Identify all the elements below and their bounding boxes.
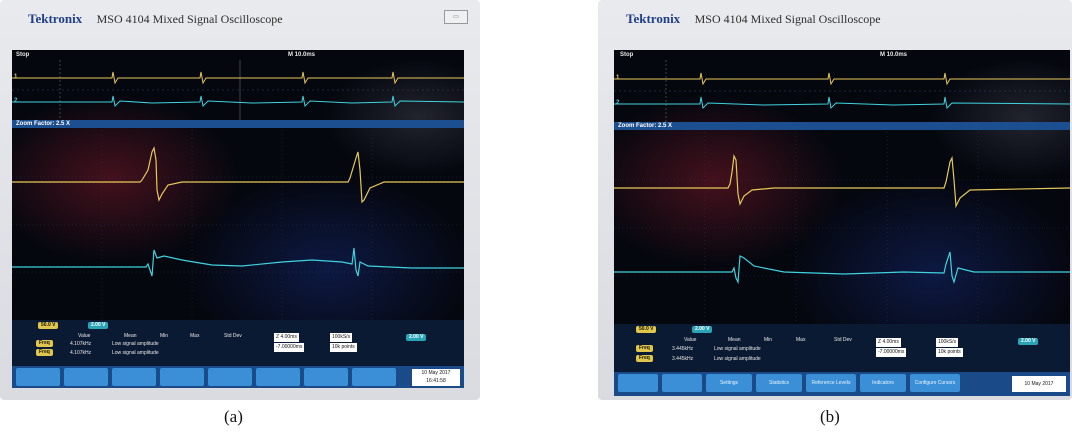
caption-a: (a) — [224, 407, 243, 426]
sample-rate: 100kS/s — [330, 333, 353, 342]
trigger-level: 2.00 V — [406, 334, 427, 341]
oscilloscope-photo-a: Tektronix MSO 4104 Mixed Signal Oscillos… — [0, 0, 480, 400]
meas-header-mean: Mean — [728, 337, 741, 343]
zoom-waveforms — [12, 130, 464, 320]
zoom-time: Z 4.00ms — [274, 333, 299, 342]
meas-row-value: 3.445kHz — [672, 346, 694, 352]
model-label: MSO 4104 Mixed Signal Oscilloscope — [96, 12, 283, 26]
record-points: 10k points — [936, 348, 963, 357]
horizontal-scale: M 10.0ms — [288, 52, 316, 58]
zoom-factor-bar: Zoom Factor: 2.5 X — [614, 122, 1070, 130]
meas-row-note: Low signal amplitude — [112, 341, 159, 347]
meas-row-label: Freq — [636, 345, 653, 352]
menu-settings-button[interactable]: Settings — [706, 374, 752, 392]
ch1-marker: 1 — [14, 74, 18, 80]
zoom-position: -7.00000ms — [876, 348, 907, 357]
meas-row-label: Freq — [36, 349, 53, 356]
brand-logo: Tektronix — [28, 11, 83, 26]
meas-row-value: 3.445kHz — [672, 356, 694, 362]
meas-row-note: Low signal amplitude — [714, 356, 761, 362]
softkey-menu: 10 May 2017 16:41:58 — [12, 366, 464, 388]
overview-waveforms — [12, 60, 464, 120]
ch1-scale: 50.0 V — [636, 326, 657, 333]
caption-b: (b) — [820, 407, 840, 426]
ch1-zoom-trace — [12, 146, 464, 204]
oscilloscope-photo-b: Tektronix MSO 4104 Mixed Signal Oscillos… — [598, 0, 1072, 400]
zoom-position: -7.00000ms — [274, 343, 305, 352]
horizontal-scale: M 10.0ms — [880, 52, 908, 58]
zoom-factor-label: Zoom Factor: 2.5 X — [618, 123, 673, 129]
meas-row-label: Freq — [636, 355, 653, 362]
menu-statistics-button[interactable]: Statistics — [756, 374, 802, 392]
overview-waveforms — [614, 60, 1070, 122]
date-label: 10 May 2017 — [421, 370, 451, 376]
ch1-marker: 1 — [616, 75, 620, 81]
ch2-marker: 2 — [616, 100, 620, 106]
badge-icon: ▭ — [444, 10, 468, 24]
menu-configure-cursors-button[interactable]: Configure Cursors — [910, 374, 960, 392]
ch2-scale: 2.00 V — [692, 326, 713, 333]
ch2-zoom-trace — [614, 251, 1070, 285]
ch1-overview-trace — [614, 72, 1070, 86]
softkey-button[interactable] — [304, 368, 348, 386]
oscilloscope-screen: Stop M 10.0ms 1 2 Zoom Factor: 2.5 X 50.… — [12, 50, 464, 388]
meas-header-stddev: Std Dev — [834, 337, 852, 343]
time-label: 16:41:58 — [426, 378, 446, 384]
meas-header-min: Min — [764, 337, 773, 343]
measurement-panel: 50.0 V 2.00 V Value Mean Min Max Std Dev… — [12, 320, 464, 366]
meas-row-value: 4.107kHz — [70, 350, 92, 356]
acquisition-status: Stop — [620, 52, 634, 58]
oscilloscope-screen: Stop M 10.0ms 1 2 Zoom Factor: 2.5 X 50.… — [614, 50, 1070, 396]
meas-header-min: Min — [160, 333, 169, 339]
zoom-factor-bar: Zoom Factor: 2.5 X — [12, 120, 464, 128]
ch1-scale: 50.0 V — [38, 322, 59, 329]
softkey-button[interactable] — [64, 368, 108, 386]
date-label: 10 May 2017 — [1024, 381, 1054, 387]
ch1-overview-trace — [12, 71, 464, 85]
softkey-button[interactable] — [256, 368, 300, 386]
brand-row: Tektronix MSO 4104 Mixed Signal Oscillos… — [626, 10, 881, 28]
softkey-button[interactable] — [208, 368, 252, 386]
ch2-overview-trace — [12, 95, 464, 108]
model-label: MSO 4104 Mixed Signal Oscilloscope — [694, 12, 881, 26]
meas-row-label: Freq — [36, 340, 53, 347]
softkey-button[interactable] — [112, 368, 156, 386]
ch2-marker: 2 — [14, 98, 18, 104]
acquisition-status: Stop — [16, 52, 30, 58]
ch2-overview-trace — [614, 96, 1070, 110]
zoom-waveforms — [614, 132, 1070, 324]
ch2-zoom-trace — [12, 247, 464, 277]
meas-header-max: Max — [796, 337, 806, 343]
softkey-button[interactable] — [352, 368, 396, 386]
meas-row-value: 4.107kHz — [70, 341, 92, 347]
record-points: 10k points — [330, 343, 357, 352]
menu-indicators-button[interactable]: Indicators — [860, 374, 906, 392]
date-time-box: 10 May 2017 — [1012, 376, 1066, 392]
ch2-scale: 2.00 V — [88, 322, 109, 329]
meas-header-max: Max — [190, 333, 200, 339]
softkey-button[interactable] — [618, 374, 658, 392]
brand-logo: Tektronix — [626, 11, 681, 26]
softkey-button[interactable] — [662, 374, 702, 392]
meas-header-mean: Mean — [124, 333, 137, 339]
meas-row-note: Low signal amplitude — [112, 350, 159, 356]
softkey-button[interactable] — [160, 368, 204, 386]
softkey-button[interactable] — [16, 368, 60, 386]
softkey-menu: Settings Statistics Reference Levels Ind… — [614, 372, 1070, 396]
measurement-panel: 50.0 V 2.00 V Value Mean Min Max Std Dev… — [614, 324, 1070, 372]
meas-header-stddev: Std Dev — [224, 333, 242, 339]
zoom-time: Z 4.00ms — [876, 338, 901, 347]
date-time-box: 10 May 2017 16:41:58 — [412, 369, 460, 386]
trigger-level: 2.00 V — [1018, 338, 1039, 345]
meas-row-note: Low signal amplitude — [714, 346, 761, 352]
meas-header-value: Value — [78, 333, 91, 339]
sample-rate: 100kS/s — [936, 338, 959, 347]
brand-row: Tektronix MSO 4104 Mixed Signal Oscillos… — [28, 10, 283, 28]
menu-reference-levels-button[interactable]: Reference Levels — [806, 374, 856, 392]
ch1-zoom-trace — [614, 153, 1070, 209]
zoom-factor-label: Zoom Factor: 2.5 X — [16, 121, 71, 127]
meas-header-value: Value — [684, 337, 697, 343]
